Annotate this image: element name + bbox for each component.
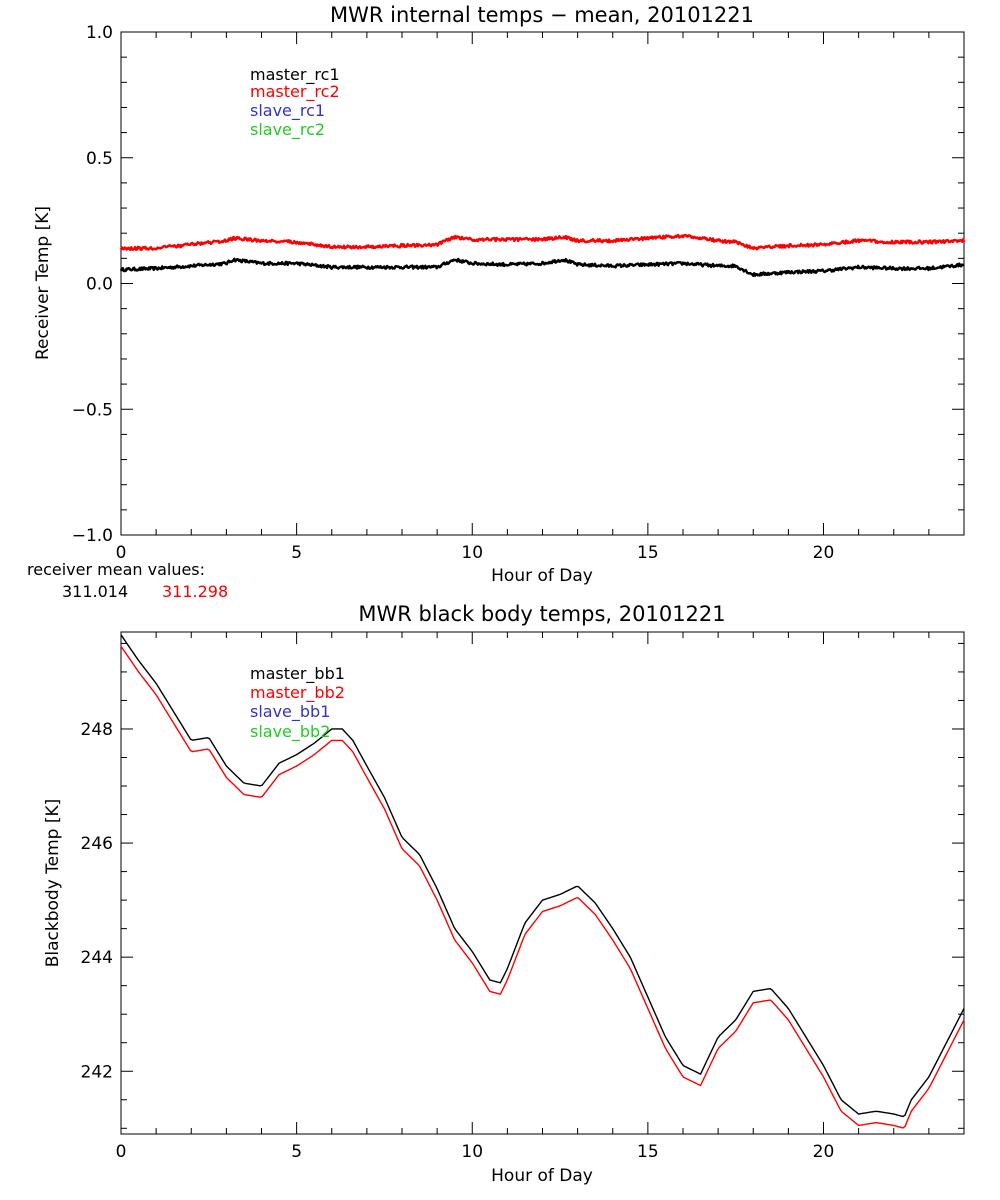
x-axis-label: Hour of Day bbox=[491, 1166, 593, 1186]
tick-marks bbox=[120, 31, 965, 536]
x-tick-label: 5 bbox=[291, 543, 302, 563]
x-tick-labels: 0 5 10 15 20 bbox=[116, 1142, 835, 1162]
chart-title: MWR internal temps − mean, 20101221 bbox=[330, 3, 754, 27]
legend-entry-master-bb2: master_bb2 bbox=[250, 683, 345, 703]
legend-entry-master-rc1: master_rc1 bbox=[250, 65, 340, 85]
x-tick-label: 5 bbox=[291, 1142, 302, 1162]
legend-entry-slave-bb1: slave_bb1 bbox=[250, 702, 330, 722]
legend-entry-master-bb1: master_bb1 bbox=[250, 664, 345, 684]
chart-title: MWR black body temps, 20101221 bbox=[358, 602, 725, 626]
x-tick-label: 10 bbox=[461, 543, 483, 563]
mean-values-label: receiver mean values: bbox=[27, 560, 205, 579]
series-line-master-bb2 bbox=[120, 645, 965, 1129]
y-tick-label: 244 bbox=[81, 948, 113, 968]
y-axis-label: Receiver Temp [K] bbox=[33, 206, 53, 360]
x-tick-label: 15 bbox=[637, 1142, 659, 1162]
x-tick-label: 10 bbox=[461, 1142, 483, 1162]
mean-value-master-rc2: 311.298 bbox=[162, 582, 228, 601]
legend: master_bb1 master_bb2 slave_bb1 slave_bb… bbox=[250, 664, 345, 742]
series-line-master-rc1 bbox=[119, 257, 965, 277]
y-tick-label: 248 bbox=[81, 720, 113, 740]
y-tick-label: −1.0 bbox=[72, 526, 113, 546]
x-tick-label: 20 bbox=[813, 1142, 835, 1162]
series-line-master-bb1 bbox=[120, 634, 965, 1118]
x-tick-label: 0 bbox=[116, 543, 127, 563]
x-tick-label: 0 bbox=[116, 1142, 127, 1162]
y-axis-label: Blackbody Temp [K] bbox=[43, 799, 63, 968]
y-tick-label: 0.5 bbox=[86, 149, 113, 169]
y-tick-labels: −1.0 −0.5 0.0 0.5 1.0 bbox=[72, 23, 113, 546]
series-lines bbox=[120, 634, 965, 1129]
x-axis-label: Hour of Day bbox=[491, 566, 593, 586]
y-tick-label: 246 bbox=[81, 834, 113, 854]
y-tick-label: −0.5 bbox=[72, 400, 113, 420]
mean-values-annotation: receiver mean values: 311.014 311.298 bbox=[27, 560, 228, 601]
series-lines bbox=[119, 233, 966, 277]
y-tick-label: 1.0 bbox=[86, 23, 113, 43]
receiver-temp-panel: MWR internal temps − mean, 20101221 0 5 10… bbox=[27, 3, 966, 601]
x-tick-labels: 0 5 10 15 20 bbox=[116, 543, 835, 563]
y-tick-label: 0.0 bbox=[86, 275, 113, 295]
blackbody-temp-panel: MWR black body temps, 20101221 0 5 10 15 20 … bbox=[43, 602, 965, 1186]
tick-marks bbox=[120, 632, 965, 1134]
legend-entry-slave-rc2: slave_rc2 bbox=[250, 120, 325, 140]
series-line-master-rc2 bbox=[119, 233, 966, 251]
x-tick-label: 15 bbox=[637, 543, 659, 563]
plot-frame bbox=[120, 31, 965, 536]
legend-entry-master-rc2: master_rc2 bbox=[250, 82, 340, 102]
mean-value-master-rc1: 311.014 bbox=[62, 582, 128, 601]
legend-entry-slave-rc1: slave_rc1 bbox=[250, 101, 325, 121]
y-tick-label: 242 bbox=[81, 1062, 113, 1082]
y-tick-labels: 242 244 246 248 bbox=[81, 720, 113, 1082]
x-tick-label: 20 bbox=[813, 543, 835, 563]
legend-entry-slave-bb2: slave_bb2 bbox=[250, 722, 330, 742]
plot-frame bbox=[120, 631, 965, 1135]
legend: master_rc1 master_rc2 slave_rc1 slave_rc… bbox=[250, 65, 340, 140]
